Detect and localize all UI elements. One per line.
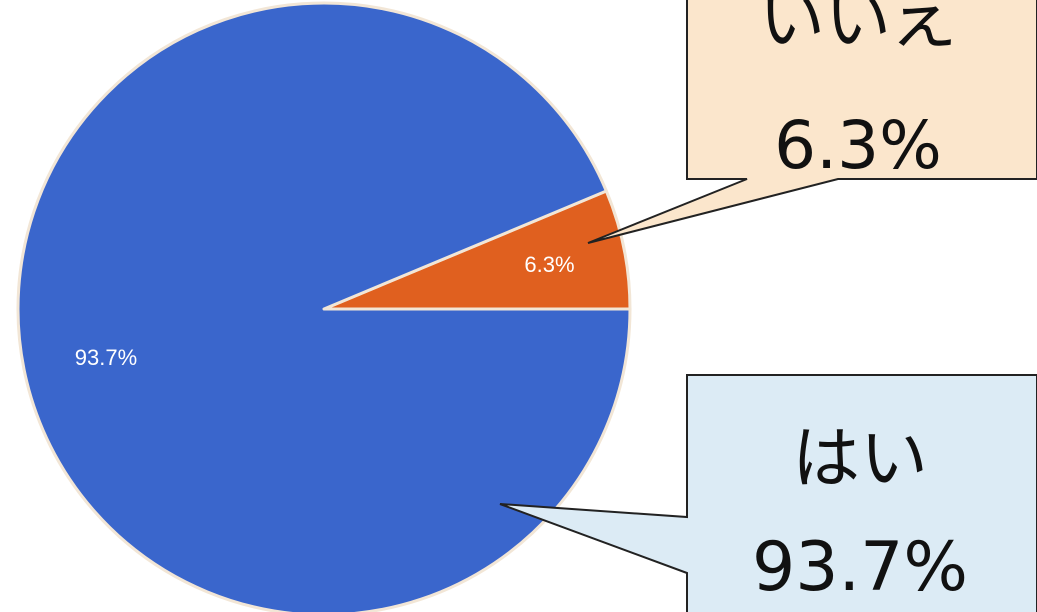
pie-slice-yes: [16, 1, 632, 612]
callout-yes: [499, 374, 1037, 612]
callout-yes-label: はい: [792, 420, 928, 499]
pie-slice-no: [322, 189, 632, 311]
callout-no-value: 6.3%: [774, 107, 942, 184]
pie-label-no: 6.3%: [524, 252, 574, 277]
callout-no: [587, 0, 1037, 244]
pie-label-yes: 93.7%: [75, 345, 137, 370]
callout-no-label: いいえ: [759, 0, 957, 59]
callout-yes-value: 93.7%: [752, 528, 968, 607]
